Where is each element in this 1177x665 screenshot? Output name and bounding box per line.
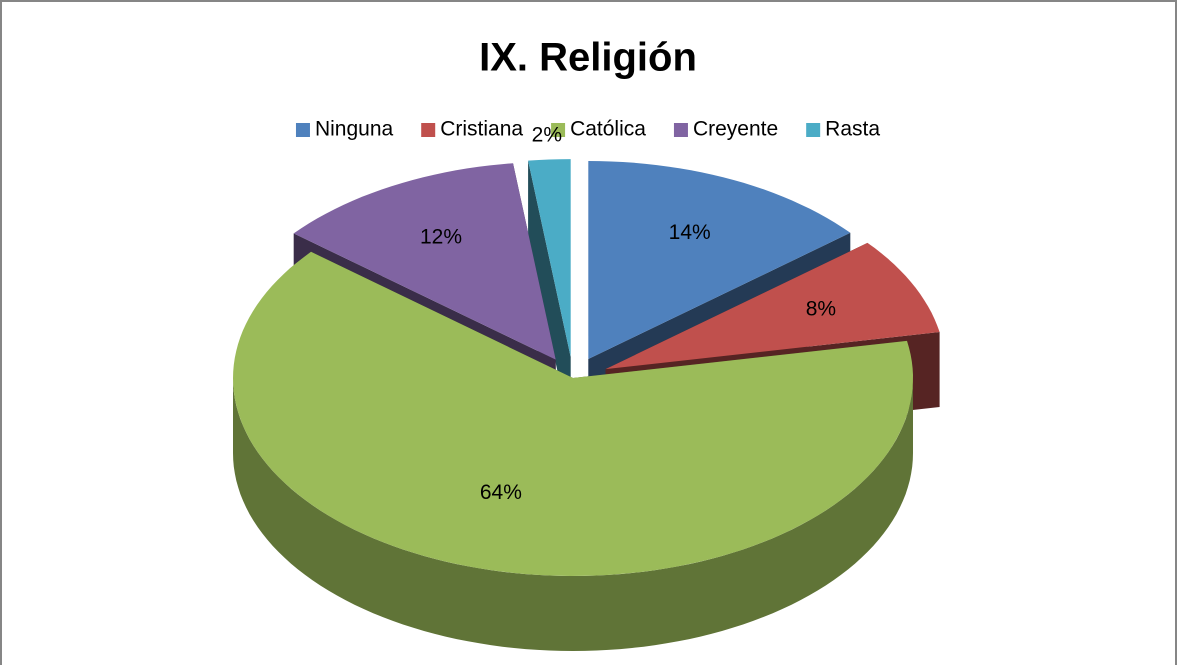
legend-text: Creyente — [693, 118, 778, 141]
legend-text: Católica — [570, 118, 646, 141]
legend-swatch — [806, 123, 821, 137]
legend: Ninguna Cristiana Católica Creyente Rasta — [295, 118, 880, 141]
legend-swatch — [295, 123, 310, 137]
value-label: 64% — [480, 481, 522, 504]
value-label: 2% — [532, 123, 562, 146]
value-label: 14% — [669, 221, 711, 244]
legend-text: Ninguna — [315, 118, 394, 141]
legend-text: Cristiana — [440, 118, 523, 141]
slice — [233, 251, 913, 577]
legend-swatch — [551, 123, 566, 137]
slice-side — [528, 160, 571, 433]
legend-swatch — [421, 123, 436, 137]
legend-text: Rasta — [825, 118, 880, 141]
slice — [528, 159, 571, 358]
legend-swatch — [673, 123, 688, 137]
slice-wall — [233, 378, 913, 651]
slice — [293, 163, 556, 360]
chart-title: IX. Religión — [479, 36, 697, 80]
slice — [605, 242, 940, 370]
slice — [588, 161, 851, 359]
value-label: 8% — [806, 298, 836, 321]
value-label: 12% — [420, 226, 462, 249]
